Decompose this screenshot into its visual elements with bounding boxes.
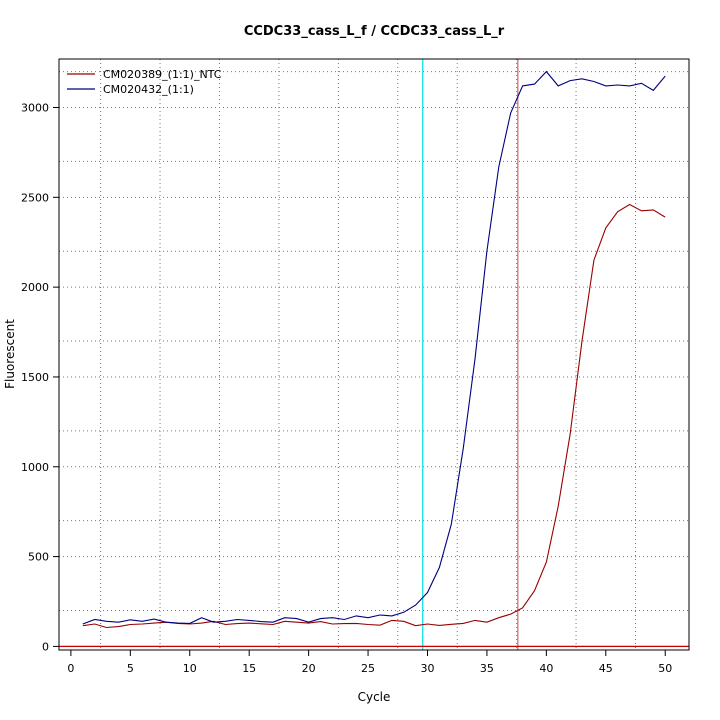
- x-tick-label-8: 40: [539, 662, 553, 675]
- y-tick-label-1: 500: [28, 551, 49, 564]
- x-tick-label-9: 45: [599, 662, 613, 675]
- x-tick-label-7: 35: [480, 662, 494, 675]
- y-tick-label-3: 1500: [21, 371, 49, 384]
- y-tick-label-4: 2000: [21, 281, 49, 294]
- chart-title: CCDC33_cass_L_f / CCDC33_cass_L_r: [244, 24, 505, 39]
- legend-label-0: CM020389_(1:1)_NTC: [103, 68, 222, 81]
- x-axis-label: Cycle: [358, 690, 391, 704]
- legend-label-1: CM020432_(1:1): [103, 83, 194, 96]
- y-axis-label: Fluorescent: [3, 319, 17, 389]
- x-tick-label-1: 5: [127, 662, 134, 675]
- x-tick-label-3: 15: [242, 662, 256, 675]
- x-tick-label-10: 50: [658, 662, 672, 675]
- x-tick-label-4: 20: [302, 662, 316, 675]
- x-tick-label-2: 10: [183, 662, 197, 675]
- x-tick-label-0: 0: [67, 662, 74, 675]
- x-tick-label-5: 25: [361, 662, 375, 675]
- y-tick-label-2: 1000: [21, 461, 49, 474]
- y-tick-label-0: 0: [42, 640, 49, 653]
- y-tick-label-6: 3000: [21, 102, 49, 115]
- y-tick-label-5: 2500: [21, 191, 49, 204]
- x-tick-label-6: 30: [420, 662, 434, 675]
